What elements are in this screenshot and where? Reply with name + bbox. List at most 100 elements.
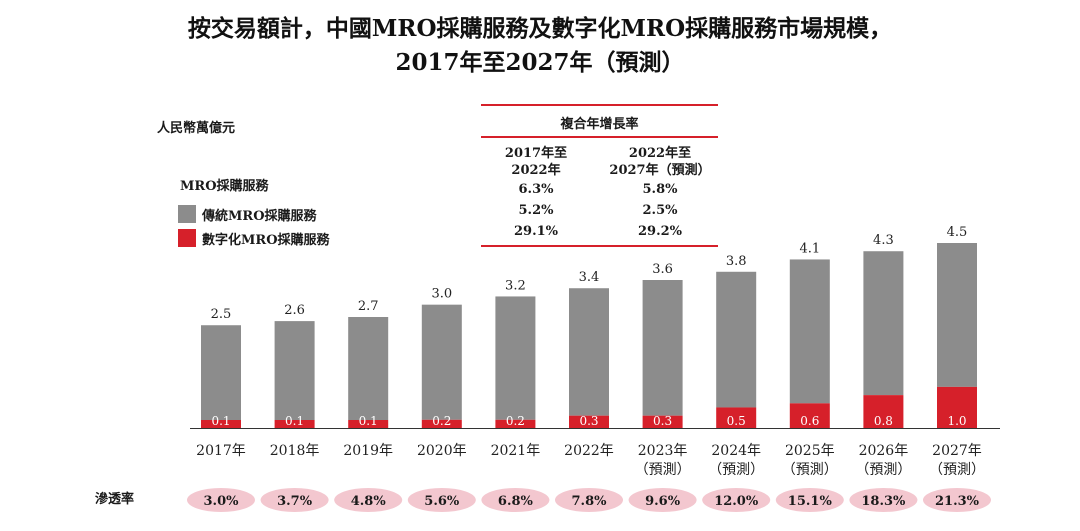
bar-traditional-1: [274, 321, 315, 420]
total-value-label-0: 2.5: [211, 307, 232, 322]
legend-title: MRO採購服務: [180, 179, 269, 194]
digital-value-label-6: 0.3: [653, 414, 672, 428]
x-tick-label-9: 2026年: [859, 443, 909, 459]
x-tick-label-8: 2025年: [785, 443, 835, 459]
cagr-col1-digital: 29.1%: [513, 224, 558, 239]
penetration-pill-2: [334, 488, 403, 512]
x-tick-label-3: 2020年: [417, 443, 467, 459]
penetration-pill-9: [849, 488, 918, 512]
digital-value-label-0: 0.1: [211, 414, 230, 428]
cagr-col2-digital: 29.2%: [637, 224, 682, 239]
bar-traditional-2: [348, 317, 389, 420]
penetration-value-7: 12.0%: [714, 494, 759, 509]
bar-traditional-10: [937, 243, 977, 387]
total-value-label-2: 2.7: [358, 299, 379, 314]
cagr-top-rule: [481, 104, 718, 106]
penetration-pill-1: [260, 488, 329, 512]
bar-digital-2: [348, 420, 389, 428]
total-value-label-5: 3.4: [579, 270, 600, 285]
digital-value-label-3: 0.2: [432, 414, 451, 428]
bar-traditional-6: [642, 280, 683, 416]
digital-value-label-10: 1.0: [947, 414, 966, 428]
penetration-value-4: 6.8%: [498, 494, 534, 509]
x-tick-sublabel-7: （預測）: [708, 462, 764, 478]
x-tick-label-7: 2024年: [711, 443, 761, 459]
bar-digital-1: [274, 420, 315, 428]
x-tick-label-4: 2021年: [491, 443, 541, 459]
bar-digital-7: [716, 407, 757, 428]
chart-title-line1: 按交易額計，中國MRO採購服務及數字化MRO採購服務市場規模，: [187, 15, 893, 42]
penetration-value-6: 9.6%: [645, 494, 681, 509]
bar-traditional-5: [569, 288, 609, 416]
x-tick-sublabel-8: （預測）: [782, 462, 838, 478]
digital-value-label-2: 0.1: [359, 414, 378, 428]
penetration-value-9: 18.3%: [861, 494, 906, 509]
penetration-value-10: 21.3%: [935, 494, 980, 509]
x-tick-label-10: 2027年: [932, 443, 982, 459]
bar-digital-5: [569, 415, 609, 428]
x-tick-sublabel-10: （預測）: [929, 462, 985, 478]
bar-digital-3: [421, 419, 462, 428]
cagr-col2-header-line2: 2027年（預測）: [609, 163, 711, 178]
total-value-label-8: 4.1: [799, 241, 820, 256]
bar-digital-0: [201, 420, 241, 428]
cagr-col1-traditional: 5.2%: [518, 203, 554, 218]
bar-traditional-8: [789, 259, 830, 404]
penetration-pill-3: [407, 488, 476, 512]
penetration-value-0: 3.0%: [204, 494, 240, 509]
bar-traditional-3: [421, 304, 462, 420]
unit-label: 人民幣萬億元: [157, 121, 236, 136]
penetration-pill-5: [555, 488, 623, 512]
bar-digital-6: [642, 415, 683, 428]
legend-label-digital: 數字化MRO採購服務: [202, 232, 330, 248]
penetration-label: 滲透率: [95, 492, 135, 507]
cagr-bottom-rule: [481, 245, 718, 247]
legend-item-traditional: 傳統MRO採購服務: [178, 202, 330, 226]
total-value-label-7: 3.8: [726, 254, 747, 269]
digital-value-label-8: 0.6: [800, 414, 819, 428]
cagr-col1-mro: 6.3%: [518, 182, 554, 197]
legend-label-traditional: 傳統MRO採購服務: [202, 208, 317, 224]
digital-value-label-1: 0.1: [285, 414, 304, 428]
legend-swatch-traditional: [178, 205, 196, 223]
total-value-label-10: 4.5: [947, 225, 968, 240]
cagr-col1-header-line1: 2017年至: [504, 146, 568, 161]
cagr-column-1: 2017年至 2022年 6.3% 5.2% 29.1%: [477, 145, 595, 242]
total-value-label-3: 3.0: [431, 287, 452, 302]
bar-digital-10: [937, 386, 977, 428]
digital-value-label-5: 0.3: [579, 414, 598, 428]
penetration-pill-8: [775, 488, 844, 512]
bar-digital-9: [863, 395, 904, 428]
legend: MRO採購服務 傳統MRO採購服務 數字化MRO採購服務: [178, 178, 330, 250]
total-value-label-1: 2.6: [284, 303, 305, 318]
digital-value-label-9: 0.8: [874, 414, 893, 428]
bar-digital-4: [495, 419, 536, 428]
chart-title: 按交易額計，中國MRO採購服務及數字化MRO採購服務市場規模， 2017年至20…: [0, 12, 1080, 80]
digital-value-label-4: 0.2: [506, 414, 525, 428]
cagr-col2-traditional: 2.5%: [642, 203, 678, 218]
penetration-pill-0: [187, 488, 255, 512]
cagr-col1-header-line2: 2022年: [511, 163, 561, 178]
x-tick-label-1: 2018年: [270, 443, 320, 459]
total-value-label-6: 3.6: [652, 262, 673, 277]
bar-traditional-4: [495, 296, 536, 420]
total-value-label-4: 3.2: [505, 278, 526, 293]
x-tick-label-0: 2017年: [196, 443, 246, 459]
cagr-column-2: 2022年至 2027年（預測） 5.8% 2.5% 29.2%: [595, 145, 725, 242]
cagr-col2-header-line1: 2022年至: [628, 146, 692, 161]
penetration-value-1: 3.7%: [277, 494, 313, 509]
x-tick-label-6: 2023年: [638, 443, 688, 459]
x-tick-sublabel-6: （預測）: [635, 462, 691, 478]
bar-digital-8: [789, 403, 830, 428]
cagr-col2-mro: 5.8%: [642, 182, 678, 197]
penetration-pill-4: [481, 488, 550, 512]
total-value-label-9: 4.3: [873, 233, 894, 248]
cagr-title: 複合年增長率: [560, 117, 639, 132]
penetration-value-3: 5.6%: [424, 494, 460, 509]
penetration-value-5: 7.8%: [572, 494, 608, 509]
legend-item-digital: 數字化MRO採購服務: [178, 226, 330, 250]
cagr-header-rule: [481, 136, 718, 138]
x-tick-label-5: 2022年: [564, 443, 614, 459]
penetration-value-2: 4.8%: [351, 494, 387, 509]
